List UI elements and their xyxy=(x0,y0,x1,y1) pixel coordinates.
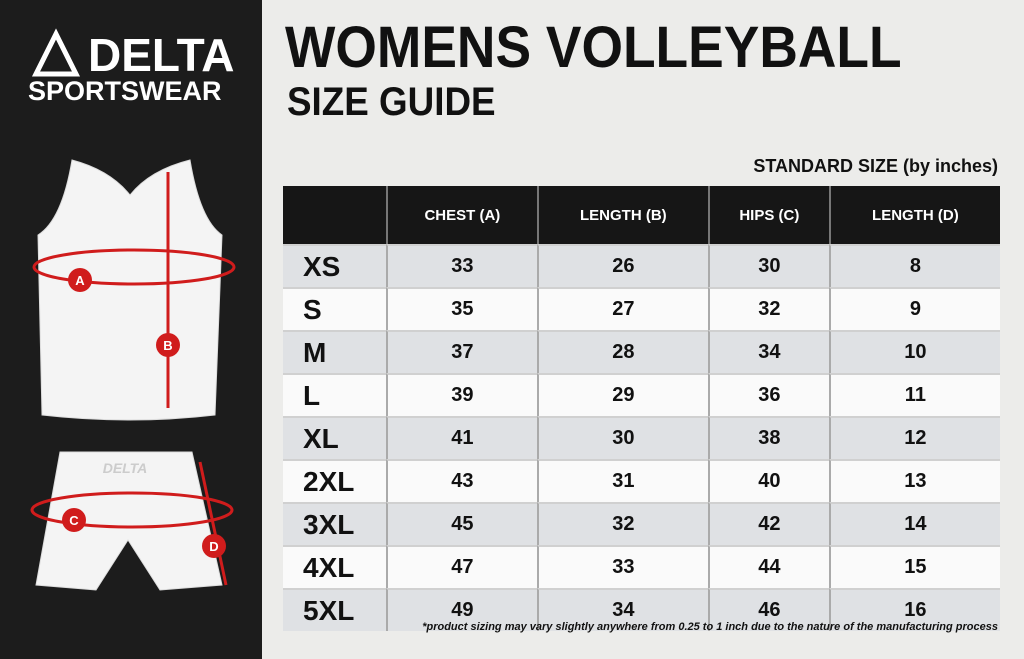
shorts xyxy=(35,451,223,591)
value-cell: 34 xyxy=(536,588,708,631)
marker xyxy=(62,508,86,532)
column-header: HIPS (C) xyxy=(707,186,829,244)
value-cell: 35 xyxy=(386,287,537,330)
table-row: XS 33 26 30 8 xyxy=(283,244,1000,287)
chest-line xyxy=(32,248,236,286)
size-cell: XS xyxy=(283,244,386,287)
size-cell: 2XL xyxy=(283,459,386,502)
value-cell: 12 xyxy=(828,416,1000,459)
size-cell: XL xyxy=(283,416,386,459)
value-cell: 33 xyxy=(536,545,708,588)
title: WOMENS VOLLEYBALL xyxy=(285,15,902,80)
value-cell: 38 xyxy=(707,416,829,459)
brand-tagline: SPORTSWEAR xyxy=(28,76,222,106)
size-table: CHEST (A) LENGTH (B) HIPS (C) LENGTH (D) XS… xyxy=(283,186,1000,631)
value-cell: 46 xyxy=(707,588,829,631)
value-cell: 42 xyxy=(707,502,829,545)
marker-label: B xyxy=(163,338,172,353)
value-cell: 44 xyxy=(707,545,829,588)
value-cell: 43 xyxy=(386,459,537,502)
value-cell: 13 xyxy=(828,459,1000,502)
marker-label: D xyxy=(209,539,218,554)
table-row: XL 41 30 38 12 xyxy=(283,416,1000,459)
value-cell: 39 xyxy=(386,373,537,416)
left-panel: DELTA SPORTSWEAR DELTA A B C D xyxy=(0,0,262,659)
table-caption: STANDARD SIZE (by inches) xyxy=(753,156,998,176)
value-cell: 47 xyxy=(386,545,537,588)
value-cell: 29 xyxy=(536,373,708,416)
corner-cell xyxy=(283,186,386,244)
table-row: 5XL 49 34 46 16 xyxy=(283,588,1000,631)
value-cell: 32 xyxy=(536,502,708,545)
logo-mark xyxy=(31,28,81,77)
size-cell: M xyxy=(283,330,386,373)
column-header: LENGTH (D) xyxy=(828,186,1000,244)
value-cell: 27 xyxy=(536,287,708,330)
marker xyxy=(156,333,180,357)
value-cell: 8 xyxy=(828,244,1000,287)
value-cell: 16 xyxy=(828,588,1000,631)
value-cell: 41 xyxy=(386,416,537,459)
hips-line xyxy=(30,491,234,529)
table-row: 3XL 45 32 42 14 xyxy=(283,502,1000,545)
shorts-logo: DELTA xyxy=(103,460,148,476)
column-header: LENGTH (B) xyxy=(536,186,708,244)
marker xyxy=(68,268,92,292)
size-cell: 5XL xyxy=(283,588,386,631)
value-cell: 28 xyxy=(536,330,708,373)
value-cell: 33 xyxy=(386,244,537,287)
brand-name: DELTA xyxy=(88,29,235,81)
value-cell: 26 xyxy=(536,244,708,287)
size-cell: L xyxy=(283,373,386,416)
marker-label: A xyxy=(75,273,85,288)
column-header: CHEST (A) xyxy=(386,186,537,244)
table-row: L 39 29 36 11 xyxy=(283,373,1000,416)
value-cell: 49 xyxy=(386,588,537,631)
table-row: 4XL 47 33 44 15 xyxy=(283,545,1000,588)
table-row: S 35 27 32 9 xyxy=(283,287,1000,330)
subtitle: SIZE GUIDE xyxy=(287,80,496,124)
size-cell: 4XL xyxy=(283,545,386,588)
size-cell: 3XL xyxy=(283,502,386,545)
value-cell: 34 xyxy=(707,330,829,373)
value-cell: 36 xyxy=(707,373,829,416)
value-cell: 37 xyxy=(386,330,537,373)
value-cell: 45 xyxy=(386,502,537,545)
table-row: 2XL 43 31 40 13 xyxy=(283,459,1000,502)
table-row: M 37 28 34 10 xyxy=(283,330,1000,373)
value-cell: 40 xyxy=(707,459,829,502)
value-cell: 31 xyxy=(536,459,708,502)
marker xyxy=(202,534,226,558)
jersey xyxy=(37,159,223,421)
value-cell: 11 xyxy=(828,373,1000,416)
value-cell: 14 xyxy=(828,502,1000,545)
header-row: CHEST (A) LENGTH (B) HIPS (C) LENGTH (D) xyxy=(283,186,1000,244)
garment-diagram: DELTA A B C D xyxy=(30,28,236,591)
size-cell: S xyxy=(283,287,386,330)
value-cell: 9 xyxy=(828,287,1000,330)
value-cell: 32 xyxy=(707,287,829,330)
value-cell: 15 xyxy=(828,545,1000,588)
value-cell: 30 xyxy=(536,416,708,459)
value-cell: 30 xyxy=(707,244,829,287)
footnote: *product sizing may vary slightly anywhe… xyxy=(422,621,998,633)
value-cell: 10 xyxy=(828,330,1000,373)
leg-line xyxy=(198,461,228,586)
marker-label: C xyxy=(69,513,79,528)
